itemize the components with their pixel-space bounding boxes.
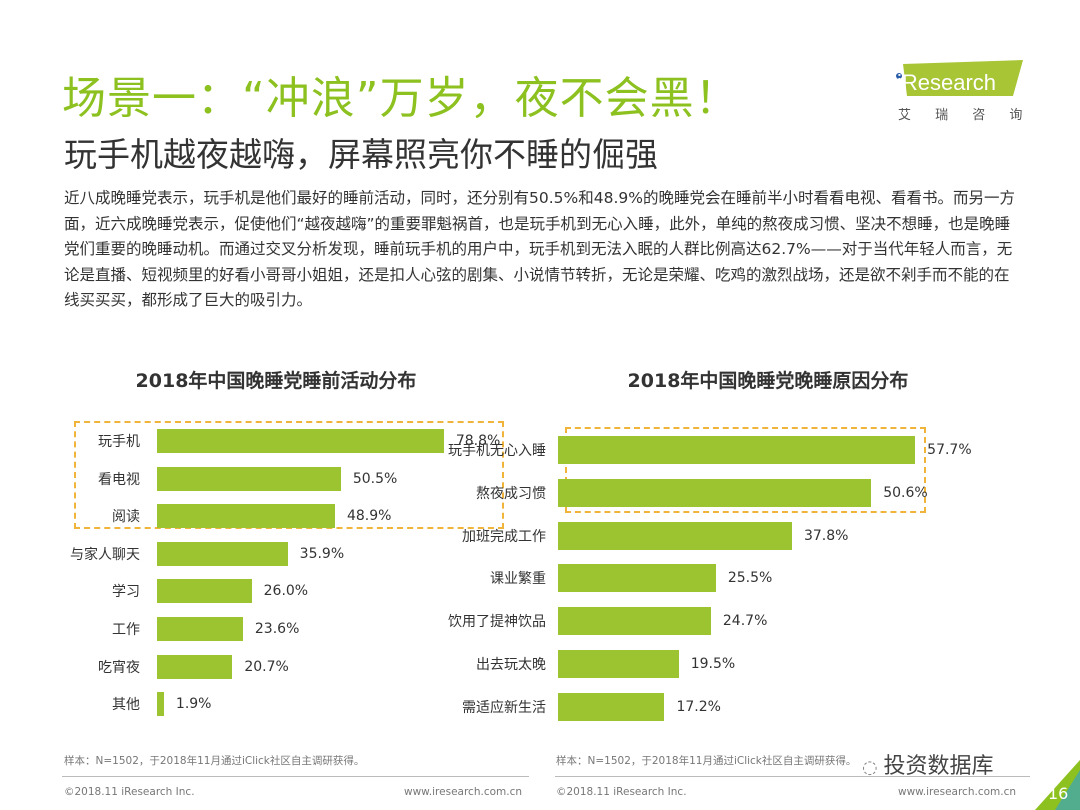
category-label: 饮用了提神饮品 (448, 614, 546, 631)
bar (558, 650, 679, 678)
category-label: 与家人聊天 (70, 546, 140, 563)
logo-subtext: 艾 瑞 咨 询 (898, 108, 1033, 123)
chart-title-right: 2018年中国晚睡党晚睡原因分布 (627, 370, 909, 392)
bar (157, 429, 444, 453)
category-label: 课业繁重 (490, 571, 546, 588)
value-label: 37.8% (803, 527, 849, 544)
wechat-icon: ◌ (862, 757, 884, 778)
value-label: 1.9% (175, 696, 212, 713)
bar (558, 564, 716, 593)
divider (555, 776, 1030, 777)
category-label: 熬夜成习惯 (476, 485, 546, 502)
url-right: www.iresearch.com.cn (898, 786, 1017, 798)
value-label: 23.6% (254, 621, 300, 637)
category-label: 出去玩太晚 (476, 657, 546, 673)
bar (157, 654, 233, 679)
highlight-box-right (565, 427, 926, 513)
page-title: 场景一：“冲浪”万岁，夜不会黑！ (62, 73, 740, 124)
bar (558, 607, 711, 636)
category-label: 玩手机无心入睡 (448, 443, 546, 459)
bar (157, 504, 335, 529)
watermark: ◌ 投资数据库 (862, 748, 993, 780)
corner-decoration (1035, 760, 1080, 810)
copyright-left: ©2018.11 iResearch Inc. (64, 786, 195, 798)
category-label: 阅读 (112, 509, 140, 526)
bar (157, 692, 164, 717)
copyright-right: ©2018.11 iResearch Inc. (556, 786, 687, 798)
value-label: 78.8% (455, 433, 501, 449)
iresearch-logo: iResearch (893, 60, 1023, 98)
url-left: www.iresearch.com.cn (404, 786, 523, 798)
value-label: 35.9% (299, 545, 345, 562)
value-label: 25.5% (727, 570, 773, 587)
body-text: 近八成晚睡党表示，玩手机是他们最好的睡前活动，同时，还分别有50.5%和48.9… (64, 189, 1015, 309)
category-label: 学习 (112, 584, 140, 601)
source-note-left: 样本：N=1502，于2018年11月通过iClick社区自主调研获得。 (64, 755, 365, 767)
bar (157, 579, 252, 604)
category-label: 看电视 (98, 471, 140, 488)
watermark-text: 投资数据库 (883, 754, 994, 779)
category-label: 其他 (112, 697, 140, 714)
bar (157, 541, 288, 566)
category-label: 工作 (112, 622, 140, 638)
value-label: 48.9% (346, 508, 392, 525)
svg-text:iResearch: iResearch (897, 70, 996, 95)
value-label: 57.7% (927, 442, 972, 458)
category-label: 玩手机 (98, 434, 140, 450)
bar (558, 478, 872, 507)
value-label: 26.0% (263, 583, 309, 600)
category-label: 吃宵夜 (98, 659, 140, 676)
value-label: 24.7% (722, 613, 768, 630)
source-note-right: 样本：N=1502，于2018年11月通过iClick社区自主调研获得。 (556, 755, 857, 767)
chart-title-left: 2018年中国晚睡党睡前活动分布 (135, 370, 417, 392)
category-label: 加班完成工作 (462, 528, 546, 545)
value-label: 19.5% (690, 656, 736, 672)
category-label: 需适应新生活 (462, 699, 546, 716)
value-label: 20.7% (244, 658, 289, 675)
bar (157, 617, 243, 641)
page-number: 16 (1048, 784, 1069, 803)
value-label: 17.2% (676, 698, 721, 715)
divider (62, 776, 529, 777)
bar (157, 466, 341, 491)
bar (558, 692, 665, 721)
bar (558, 436, 916, 464)
page-subtitle: 玩手机越夜越嗨，屏幕照亮你不睡的倔强 (64, 135, 658, 174)
value-label: 50.5% (352, 470, 398, 487)
value-label: 50.6% (883, 484, 928, 501)
bar (558, 521, 792, 550)
